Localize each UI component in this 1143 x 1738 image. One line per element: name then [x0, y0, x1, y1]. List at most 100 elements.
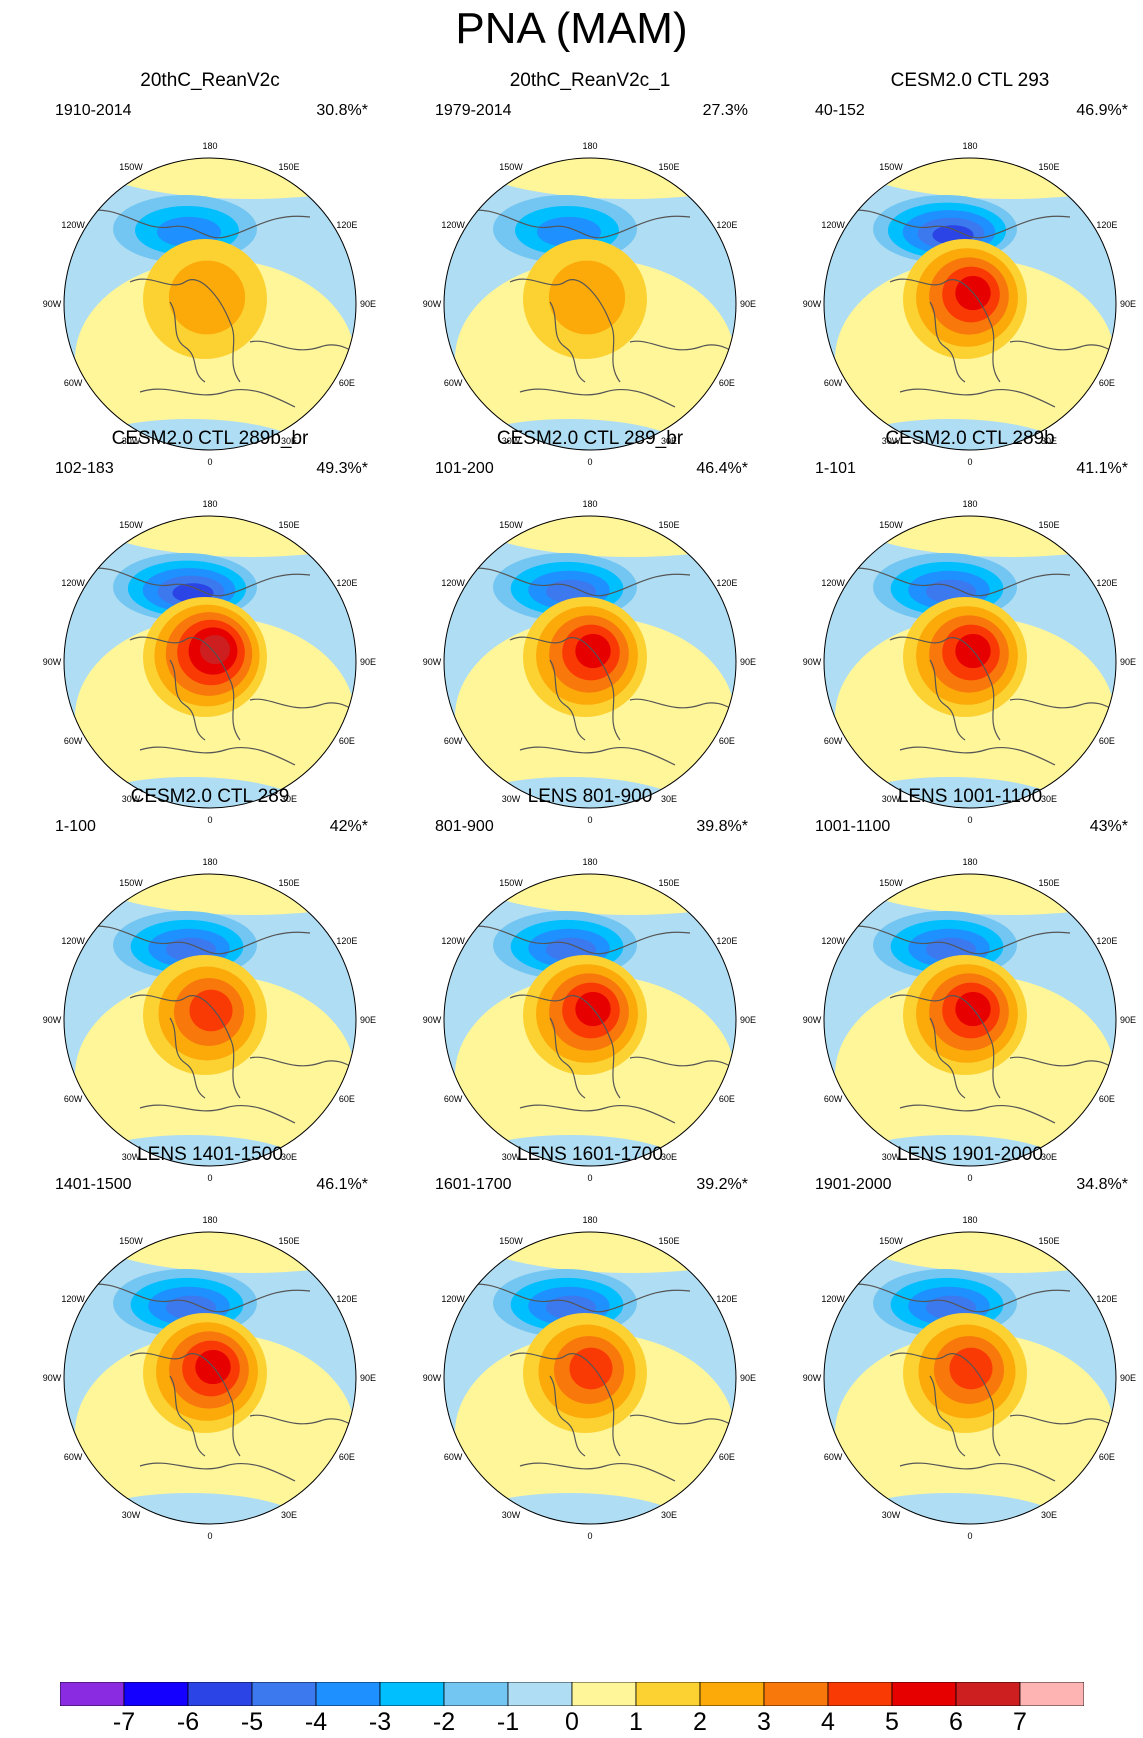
longitude-label: 90W: [803, 299, 822, 309]
longitude-label: 90W: [43, 1373, 62, 1383]
longitude-label: 90E: [360, 657, 376, 667]
longitude-label: 180: [202, 1215, 217, 1225]
panel-variance-percent: 41.1%*: [1076, 460, 1128, 477]
longitude-label: 150E: [1038, 1236, 1059, 1246]
longitude-label: 30W: [882, 436, 901, 446]
longitude-label: 90E: [360, 1373, 376, 1383]
colorbar-bin: [123, 1682, 189, 1706]
coastline: [839, 925, 1116, 1124]
longitude-label: 120W: [61, 220, 85, 230]
colorbar-bin: [1019, 1682, 1084, 1706]
longitude-label: 180: [962, 499, 977, 509]
longitude-label: 120E: [1096, 220, 1117, 230]
longitude-label: 90W: [803, 1015, 822, 1025]
colorbar-bin: [60, 1682, 125, 1706]
panel-years: 801-900: [435, 818, 494, 835]
longitude-label: 90W: [423, 1015, 442, 1025]
map-border: [823, 515, 1117, 809]
map-panel: CESM2.0 CTL 289b 180 150E 120E 90E 60E 30E 0 30W…: [780, 428, 1143, 826]
panel-title: CESM2.0 CTL 289b_br: [111, 428, 309, 449]
panel-title: LENS 1601-1700: [517, 1144, 663, 1165]
map-panel: LENS 1001-1100 180 150E 120E 90E 60E 30E 0 30W 60…: [780, 786, 1143, 1184]
colorbar-bin: [251, 1682, 317, 1706]
longitude-label: 30W: [502, 436, 521, 446]
polar-map: 180 150E 120E 90E 60E 30E 0 30W 60W 90W 120W 150W: [43, 1215, 376, 1541]
longitude-label: 0: [967, 815, 972, 825]
panel-years: 1-101: [815, 460, 856, 477]
page-title: PNA (MAM): [455, 4, 688, 53]
longitude-label: 60E: [719, 736, 735, 746]
map-border: [443, 1231, 737, 1525]
map-border: [823, 157, 1117, 451]
longitude-label: 120E: [716, 578, 737, 588]
longitude-label: 30E: [281, 1152, 297, 1162]
panel-title: LENS 801-900: [527, 786, 653, 807]
longitude-label: 90W: [803, 657, 822, 667]
panel-variance-percent: 46.1%*: [316, 1176, 368, 1193]
longitude-label: 150E: [658, 878, 679, 888]
longitude-label: 30E: [661, 794, 677, 804]
longitude-label: 0: [207, 815, 212, 825]
longitude-label: 60E: [339, 378, 355, 388]
longitude-label: 30W: [122, 436, 141, 446]
longitude-label: 180: [962, 1215, 977, 1225]
longitude-label: 120E: [336, 936, 357, 946]
polar-map: 180 150E 120E 90E 60E 30E 0 30W 60W 90W 120W 150W: [803, 141, 1136, 467]
longitude-label: 30E: [281, 794, 297, 804]
panel-years: 1601-1700: [435, 1176, 512, 1193]
longitude-label: 0: [207, 1173, 212, 1183]
longitude-label: 0: [967, 1531, 972, 1541]
map-border: [63, 515, 357, 809]
colorbar-tick-label: -7: [112, 1708, 136, 1736]
longitude-label: 150W: [499, 162, 523, 172]
longitude-label: 30W: [882, 794, 901, 804]
longitude-label: 30W: [122, 794, 141, 804]
longitude-label: 150W: [119, 1236, 143, 1246]
polar-map: 180 150E 120E 90E 60E 30E 0 30W 60W 90W 120W 150W: [43, 499, 376, 825]
panel-variance-percent: 42%*: [329, 818, 368, 835]
longitude-label: 150W: [879, 1236, 903, 1246]
longitude-label: 90E: [360, 299, 376, 309]
longitude-label: 30W: [502, 794, 521, 804]
panel-years: 1001-1100: [815, 818, 891, 835]
map-panel: LENS 1601-1700 180 150E 120E 90E 60E 30E 0 30W 60…: [400, 1144, 780, 1542]
longitude-label: 0: [207, 1531, 212, 1541]
panel-variance-percent: 30.8%*: [316, 102, 368, 119]
colorbar-tick-label: 4: [821, 1708, 835, 1736]
colorbar-tick-label: 5: [885, 1708, 899, 1736]
map-border: [443, 873, 737, 1167]
panel-variance-percent: 43%*: [1089, 818, 1128, 835]
panel-variance-percent: 39.2%*: [696, 1176, 748, 1193]
polar-map: 180 150E 120E 90E 60E 30E 0 30W 60W 90W 120W 150W: [43, 141, 376, 467]
panel-title: CESM2.0 CTL 289: [130, 786, 290, 807]
panel-years: 101-200: [435, 460, 494, 477]
map-border: [823, 1231, 1117, 1525]
longitude-label: 60E: [719, 378, 735, 388]
colorbar-bin: [379, 1682, 445, 1706]
longitude-label: 120W: [821, 1294, 845, 1304]
longitude-label: 90E: [740, 1015, 756, 1025]
polar-map: 180 150E 120E 90E 60E 30E 0 30W 60W 90W 120W 150W: [423, 1215, 756, 1541]
coastline: [459, 925, 736, 1124]
longitude-label: 0: [587, 457, 592, 467]
longitude-label: 90W: [803, 1373, 822, 1383]
longitude-label: 120W: [441, 936, 465, 946]
colorbar-bin: [507, 1682, 573, 1706]
longitude-label: 150W: [499, 1236, 523, 1246]
panel-years: 1910-2014: [55, 102, 132, 119]
panel-years: 1-100: [55, 818, 96, 835]
panel-title: 20thC_ReanV2c: [140, 70, 280, 91]
positive-contour: [168, 260, 246, 335]
longitude-label: 30W: [882, 1510, 901, 1520]
longitude-label: 90E: [1120, 299, 1136, 309]
panel-title: CESM2.0 CTL 293: [890, 70, 1050, 91]
polar-map: 180 150E 120E 90E 60E 30E 0 30W 60W 90W 120W 150W: [43, 857, 376, 1183]
longitude-label: 120E: [716, 1294, 737, 1304]
longitude-label: 150E: [1038, 520, 1059, 530]
colorbar-labels: -7 -6 -5 -4 -3 -2 -1 0 1 2 3 4 5 6 7: [0, 1707, 1143, 1737]
longitude-label: 60E: [1099, 736, 1115, 746]
longitude-label: 90W: [43, 657, 62, 667]
coastline: [459, 567, 736, 766]
longitude-label: 30W: [122, 1510, 141, 1520]
panel-years: 1901-2000: [815, 1176, 892, 1193]
